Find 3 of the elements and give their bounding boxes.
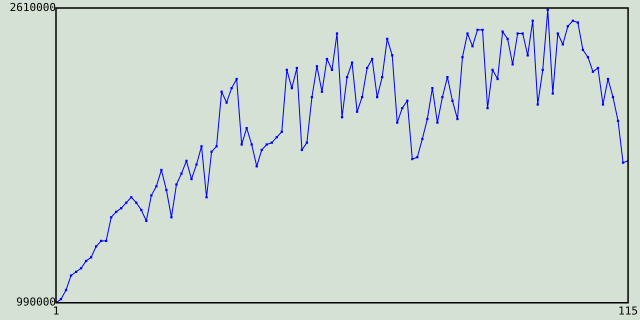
x-tick-label: 1 <box>52 304 60 318</box>
x-tick-label: 115 <box>618 304 638 318</box>
y-tick-label: 2610000 <box>10 0 56 14</box>
